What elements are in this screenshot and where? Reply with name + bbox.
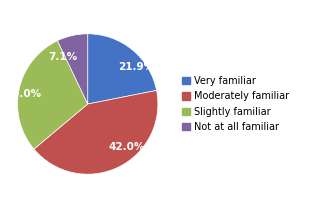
Text: 29.0%: 29.0% bbox=[5, 89, 41, 99]
Wedge shape bbox=[88, 34, 157, 104]
Wedge shape bbox=[57, 34, 88, 104]
Text: 7.1%: 7.1% bbox=[48, 52, 77, 62]
Wedge shape bbox=[34, 90, 158, 174]
Wedge shape bbox=[18, 41, 88, 149]
Legend: Very familiar, Moderately familiar, Slightly familiar, Not at all familiar: Very familiar, Moderately familiar, Slig… bbox=[180, 74, 291, 134]
Text: 42.0%: 42.0% bbox=[108, 142, 145, 152]
Text: 21.9%: 21.9% bbox=[118, 62, 154, 72]
